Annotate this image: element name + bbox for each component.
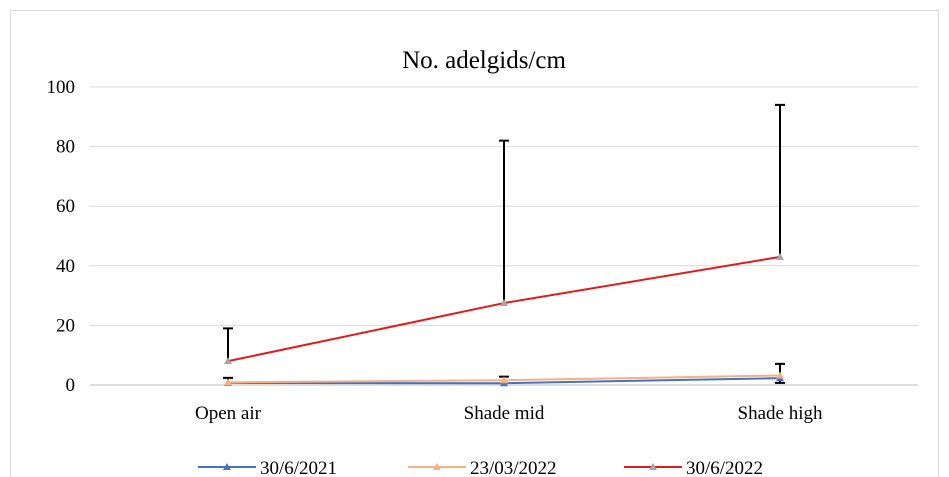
y-tick-label: 100 [47, 77, 76, 98]
chart-border [10, 10, 939, 477]
chart-title: No. adelgids/cm [402, 47, 566, 74]
data-point [224, 357, 232, 365]
data-point [776, 371, 784, 379]
y-tick-label: 60 [56, 196, 75, 217]
x-tick-label: Open air [195, 403, 262, 424]
legend-label: 30/6/2022 [686, 458, 763, 477]
x-tick-label: Shade high [738, 403, 823, 424]
legend-label: 30/6/2021 [260, 458, 337, 477]
series-markers [224, 252, 784, 387]
data-point [500, 299, 508, 307]
y-tick-label: 40 [56, 256, 75, 277]
y-tick-label: 80 [56, 137, 75, 158]
y-axis-ticks: 0 20 40 60 80 100 [47, 77, 76, 396]
legend-swatch-marker [649, 463, 657, 470]
data-point [776, 252, 784, 260]
legend: 30/6/2021 23/03/2022 30/6/2022 [198, 458, 763, 477]
data-point [500, 376, 508, 384]
legend-swatch-marker [433, 463, 441, 470]
data-point [224, 378, 232, 386]
y-tick-label: 0 [66, 375, 76, 396]
y-tick-label: 20 [56, 315, 75, 336]
x-tick-label: Shade mid [464, 403, 545, 424]
legend-label: 23/03/2022 [470, 458, 557, 477]
x-axis-ticks: Open air Shade mid Shade high [195, 403, 823, 424]
legend-swatch-marker [223, 463, 231, 470]
